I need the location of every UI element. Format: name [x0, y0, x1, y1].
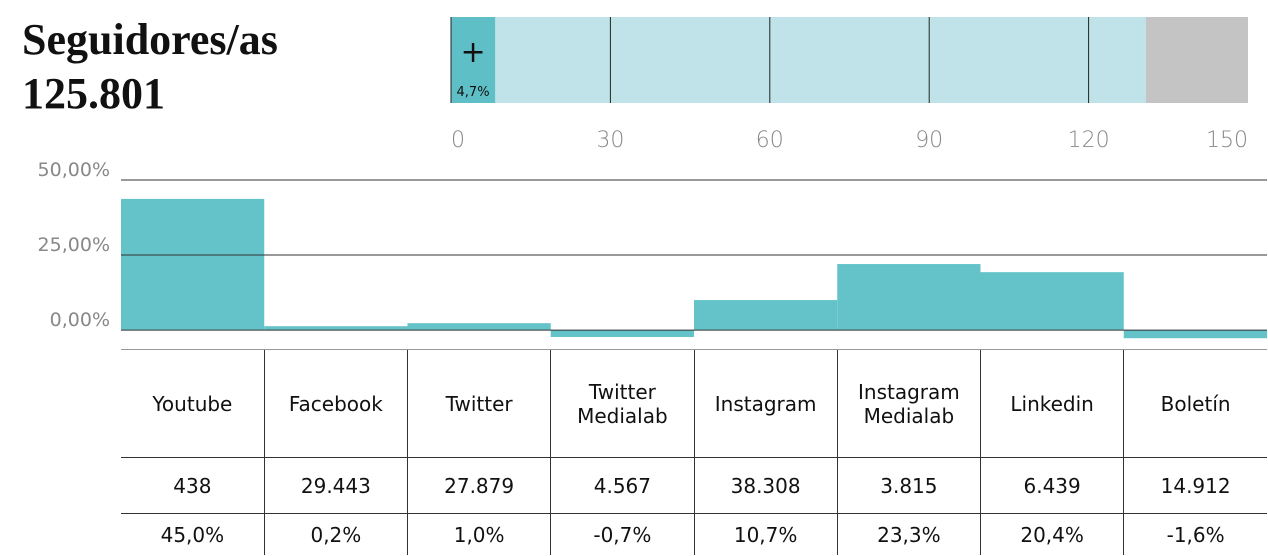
bar — [1123, 330, 1267, 339]
cell: 1,0% — [406, 513, 551, 555]
x-tick-label: 0 — [451, 128, 465, 153]
cell: -0,7% — [550, 513, 694, 555]
bar — [451, 17, 496, 103]
cell: 23,3% — [836, 513, 981, 555]
cell: 45,0% — [121, 513, 265, 555]
cell: 29.443 — [263, 457, 408, 514]
cell: 27.879 — [406, 457, 551, 514]
table-row: 45,0% 0,2% 1,0% -0,7% 10,7% 23,3% 20,4% -1,6% — [121, 513, 1267, 555]
charts: 0 30 60 90 120 150 +4,7% 0,00% 25,00% 50,00% — [38, 17, 1267, 350]
cell: 6.439 — [979, 457, 1124, 514]
cell: Twitter — [406, 350, 551, 458]
cell: 438 — [121, 457, 265, 514]
x-tick-label: 150 — [1206, 128, 1248, 153]
cell: Youtube — [152, 391, 233, 416]
bar — [980, 272, 1124, 331]
x-tick-label: 90 — [915, 128, 943, 153]
y-tick-label: 25,00% — [38, 234, 110, 256]
bar — [264, 326, 408, 331]
cell: Facebook — [263, 350, 408, 458]
bar — [837, 264, 981, 331]
bar — [451, 17, 1146, 103]
y-tick-label: 0,00% — [50, 309, 110, 331]
cell: 4.567 — [550, 457, 694, 514]
x-tick-label: 60 — [756, 128, 784, 153]
x-tick-label: 120 — [1068, 128, 1110, 153]
cell: Instagram — [693, 350, 838, 458]
table-row: 438 29.443 27.879 4.567 38.308 3.815 6.439 14.9… — [121, 457, 1267, 514]
bar — [550, 330, 694, 337]
cell: -1,6% — [1123, 513, 1267, 555]
cell: 3.815 — [836, 457, 981, 514]
cell: 20,4% — [979, 513, 1124, 555]
table: Youtube Facebook Twitter Twitter Medialab In… — [121, 350, 1267, 555]
bar — [407, 323, 551, 331]
cell: 38.308 — [693, 457, 838, 514]
title: Seguidores/as — [22, 15, 278, 64]
cell: Boletín — [1123, 350, 1267, 458]
cell: Instagram Medialab — [836, 350, 981, 458]
cell: 0,2% — [263, 513, 408, 555]
cell: 10,7% — [693, 513, 838, 555]
bar — [121, 198, 265, 331]
annotation: 4,7% — [457, 85, 490, 100]
table-row: Youtube Facebook Twitter Twitter Medialab In… — [121, 350, 1267, 458]
total: 125.801 — [22, 69, 165, 118]
bar — [694, 300, 838, 331]
cell: Linkedin — [979, 350, 1124, 458]
y-tick-label: 50,00% — [38, 159, 110, 181]
marker: + — [460, 35, 485, 70]
cell: 14.912 — [1123, 457, 1267, 514]
cell: Twitter Medialab — [550, 350, 694, 458]
x-tick-label: 30 — [596, 128, 624, 153]
